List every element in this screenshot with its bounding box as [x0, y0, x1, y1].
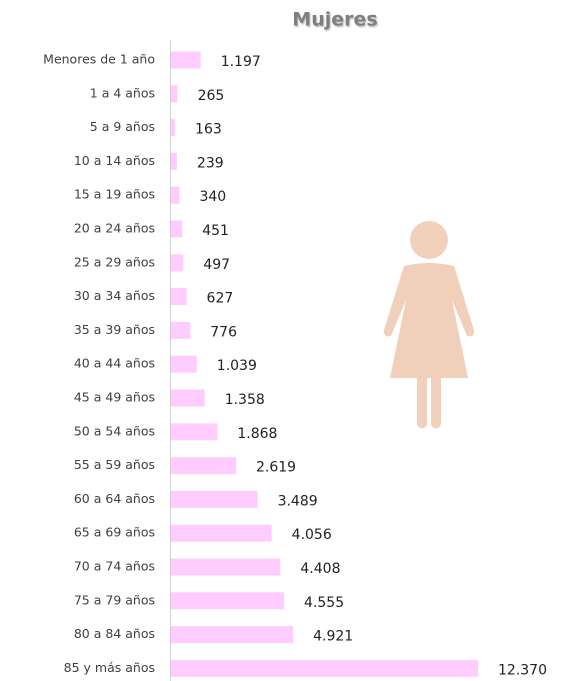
value-label: 4.056 [292, 527, 332, 543]
value-label: 3.489 [278, 493, 318, 509]
bar [171, 659, 478, 677]
category-label: 50 a 54 años [74, 423, 155, 438]
value-label: 4.408 [300, 561, 340, 577]
bar [171, 220, 183, 238]
bar [171, 355, 197, 373]
value-label: 1.868 [237, 426, 277, 442]
bar [171, 254, 184, 272]
bar [171, 51, 201, 69]
bar [171, 490, 258, 508]
value-label: 451 [202, 223, 229, 239]
value-label: 4.921 [313, 629, 353, 645]
bar [171, 592, 285, 610]
value-label: 163 [195, 122, 222, 138]
bar [171, 186, 180, 204]
value-label: 2.619 [256, 460, 296, 476]
value-label: 497 [203, 257, 230, 273]
value-label: 776 [210, 324, 237, 340]
category-label: 25 a 29 años [74, 254, 155, 269]
value-label: 1.197 [221, 54, 261, 70]
bar [171, 457, 236, 475]
category-label: 75 a 79 años [74, 592, 155, 607]
value-label: 265 [198, 88, 225, 104]
bar [171, 85, 178, 103]
category-label: 1 a 4 años [90, 85, 155, 100]
category-label: 85 y más años [64, 660, 155, 675]
category-label: Menores de 1 año [43, 52, 155, 67]
category-label: 15 a 19 años [74, 187, 155, 202]
category-label: 5 a 9 años [90, 119, 155, 134]
category-label: 80 a 84 años [74, 626, 155, 641]
bar [171, 524, 272, 542]
woman-icon [383, 221, 475, 429]
chart-title: Mujeres [292, 9, 377, 31]
category-label: 70 a 74 años [74, 559, 155, 574]
bar [171, 423, 218, 441]
value-label: 239 [197, 155, 224, 171]
bar [171, 321, 191, 339]
bar [171, 119, 176, 137]
category-label: 30 a 34 años [74, 288, 155, 303]
bar [171, 389, 205, 407]
value-label: 627 [207, 291, 234, 307]
value-label: 12.370 [498, 662, 547, 678]
category-label: 60 a 64 años [74, 491, 155, 506]
value-label: 1.358 [225, 392, 265, 408]
category-label: 20 a 24 años [74, 221, 155, 236]
category-label: 65 a 69 años [74, 525, 155, 540]
value-label: 4.555 [304, 595, 344, 611]
bar [171, 626, 294, 644]
category-label: 55 a 59 años [74, 457, 155, 472]
value-label: 1.039 [217, 358, 257, 374]
value-label: 340 [199, 189, 226, 205]
bar [171, 152, 177, 170]
bar [171, 558, 281, 576]
category-label: 45 a 49 años [74, 390, 155, 405]
bar [171, 288, 187, 306]
category-label: 10 a 14 años [74, 153, 155, 168]
category-label: 40 a 44 años [74, 356, 155, 371]
category-label: 35 a 39 años [74, 322, 155, 337]
